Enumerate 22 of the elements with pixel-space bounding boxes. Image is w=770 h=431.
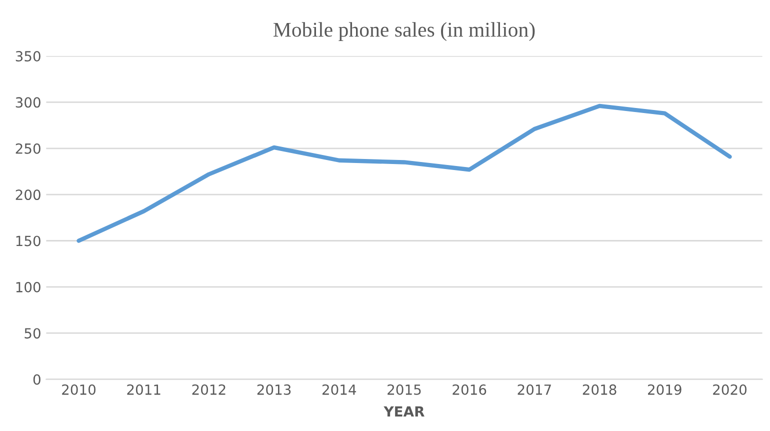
line-series <box>76 104 732 243</box>
y-tick-label: 50 <box>24 328 40 339</box>
x-tick-label: 2015 <box>388 384 421 395</box>
x-axis-title: YEAR <box>384 406 424 416</box>
y-tick-label: 300 <box>16 97 40 108</box>
chart-title: Mobile phone sales (in million) <box>274 22 535 42</box>
x-tick-label: 2010 <box>62 384 96 395</box>
x-tick-label: 2020 <box>713 384 746 395</box>
y-tick-label: 200 <box>16 190 40 200</box>
y-tick-label: 0 <box>33 374 40 385</box>
y-tick-label: 350 <box>16 51 40 62</box>
x-tick-label: 2019 <box>648 384 682 395</box>
x-tick-label: 2016 <box>452 384 486 395</box>
y-tick-label: 250 <box>16 143 40 154</box>
x-tick-label: 2011 <box>127 384 160 395</box>
x-tick-label: 2017 <box>518 384 551 395</box>
x-tick-label: 2012 <box>192 384 226 395</box>
x-tick-label: 2018 <box>582 384 616 395</box>
x-tick-label: 2014 <box>322 384 356 395</box>
y-tick-label: 100 <box>16 282 40 292</box>
x-tick-label: 2013 <box>257 384 291 395</box>
y-tick-label: 150 <box>16 236 40 246</box>
